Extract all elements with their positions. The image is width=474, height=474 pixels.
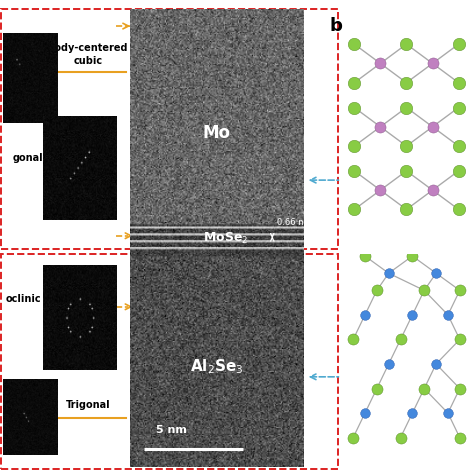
Bar <box>1 9 338 249</box>
Text: 0.66 nm: 0.66 nm <box>277 218 312 227</box>
Text: gonal: gonal <box>13 153 44 164</box>
Text: Trigonal: Trigonal <box>65 400 110 410</box>
Bar <box>1 254 338 469</box>
Text: 5 nm: 5 nm <box>156 425 187 435</box>
Text: Body-centered
cubic: Body-centered cubic <box>47 43 128 66</box>
Text: MoSe$_2$: MoSe$_2$ <box>203 231 248 246</box>
Text: Mo: Mo <box>203 124 231 142</box>
Text: oclinic: oclinic <box>6 293 41 304</box>
Text: b: b <box>329 17 342 35</box>
Text: Al$_2$Se$_3$: Al$_2$Se$_3$ <box>190 357 244 375</box>
